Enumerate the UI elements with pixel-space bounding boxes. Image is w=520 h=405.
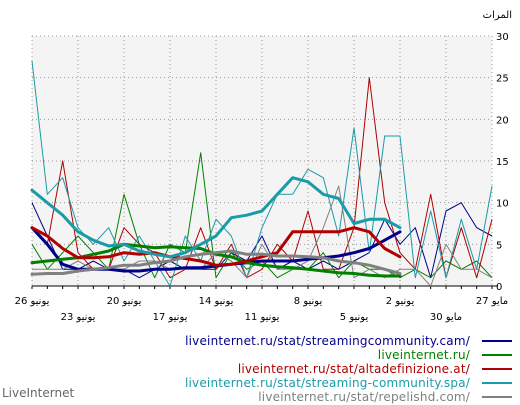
x-tick-label: 17 يونيو [153, 312, 188, 323]
series-line [31, 60, 493, 287]
y-tick-label: 30 [496, 32, 509, 43]
tick-labels: 0 5 10 15 20 25 30 27 مايو 2 يونيو 8 يونيو 14 يوني… [15, 32, 509, 323]
series-trend-line [30, 242, 402, 278]
x-tick-label: 20 يونيو [107, 296, 142, 307]
x-tick-label: 27 مايو [476, 296, 508, 307]
x-tick-label: 8 يونيو [294, 296, 323, 307]
series-trend-line [30, 176, 402, 259]
x-tick-label: 11 يونيو [245, 312, 280, 323]
y-tick-label: 15 [496, 157, 509, 168]
y-tick-label: 10 [496, 199, 509, 210]
series-trend-line [30, 226, 402, 267]
y-tick-label: 0 [496, 282, 502, 293]
x-tick-label: 30 مايو [430, 312, 462, 323]
x-tick-label: 23 يونيو [61, 312, 96, 323]
y-tick-label: 20 [496, 115, 509, 126]
y-tick-label: 5 [496, 240, 502, 251]
legend-label: liveinternet.ru/ [378, 348, 471, 362]
legend-label: liveinternet.ru/stat/streaming-community… [185, 376, 471, 390]
y-axis-label: المرات [483, 10, 512, 21]
series-trend-lines [30, 176, 402, 278]
legend-label: liveinternet.ru/stat/streamingcommunity.… [185, 334, 471, 348]
x-tick-label: 2 يونيو [386, 296, 415, 307]
series-trend-line [30, 249, 402, 276]
legend: liveinternet.ru/stat/streamingcommunity.… [185, 334, 512, 404]
axis [31, 285, 498, 289]
x-tick-label: 5 يونيو [340, 312, 369, 323]
x-tick-label: 14 يونيو [199, 296, 234, 307]
y-tick-label: 25 [496, 74, 509, 85]
x-tick-label: 26 يونيو [15, 296, 50, 307]
legend-label: liveinternet.ru/stat/repelishd.com/ [258, 390, 470, 404]
watermark: LiveInternet [2, 386, 75, 400]
legend-label: liveinternet.ru/stat/altadefinizione.at/ [238, 362, 471, 376]
